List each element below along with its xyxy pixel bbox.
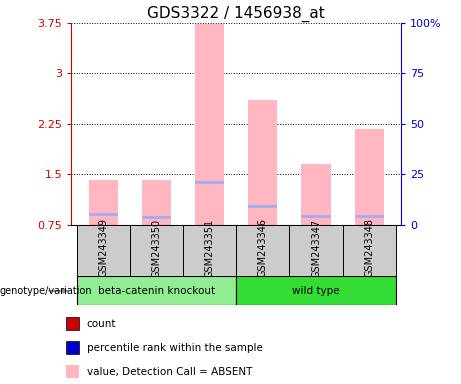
Text: count: count bbox=[87, 318, 116, 329]
Bar bbox=[66, 365, 79, 378]
Bar bbox=[355, 215, 384, 218]
Bar bbox=[290, 225, 343, 276]
Bar bbox=[183, 225, 236, 276]
Bar bbox=[142, 217, 171, 219]
Text: GSM243348: GSM243348 bbox=[364, 218, 374, 278]
Bar bbox=[355, 129, 384, 225]
Bar bbox=[89, 213, 118, 216]
Bar bbox=[301, 164, 331, 225]
Text: value, Detection Call = ABSENT: value, Detection Call = ABSENT bbox=[87, 366, 252, 377]
Text: percentile rank within the sample: percentile rank within the sample bbox=[87, 343, 262, 353]
Bar bbox=[195, 25, 225, 225]
Bar bbox=[77, 276, 236, 305]
Text: GSM243349: GSM243349 bbox=[98, 218, 108, 278]
Bar bbox=[301, 215, 331, 218]
Bar bbox=[66, 317, 79, 330]
Bar bbox=[130, 225, 183, 276]
Bar bbox=[195, 182, 225, 184]
Text: beta-catenin knockout: beta-catenin knockout bbox=[98, 286, 215, 296]
Text: GSM243347: GSM243347 bbox=[311, 218, 321, 278]
Bar bbox=[77, 225, 130, 276]
Text: wild type: wild type bbox=[292, 286, 340, 296]
Text: genotype/variation: genotype/variation bbox=[0, 286, 93, 296]
Bar bbox=[236, 276, 396, 305]
Bar bbox=[343, 225, 396, 276]
Bar bbox=[89, 180, 118, 225]
Title: GDS3322 / 1456938_at: GDS3322 / 1456938_at bbox=[148, 5, 325, 22]
Text: GSM243351: GSM243351 bbox=[205, 218, 215, 278]
Bar bbox=[248, 205, 278, 208]
Text: GSM243346: GSM243346 bbox=[258, 218, 268, 278]
Bar bbox=[142, 180, 171, 225]
Bar bbox=[236, 225, 290, 276]
Bar bbox=[66, 341, 79, 354]
Bar bbox=[248, 100, 278, 225]
Text: GSM243350: GSM243350 bbox=[152, 218, 161, 278]
